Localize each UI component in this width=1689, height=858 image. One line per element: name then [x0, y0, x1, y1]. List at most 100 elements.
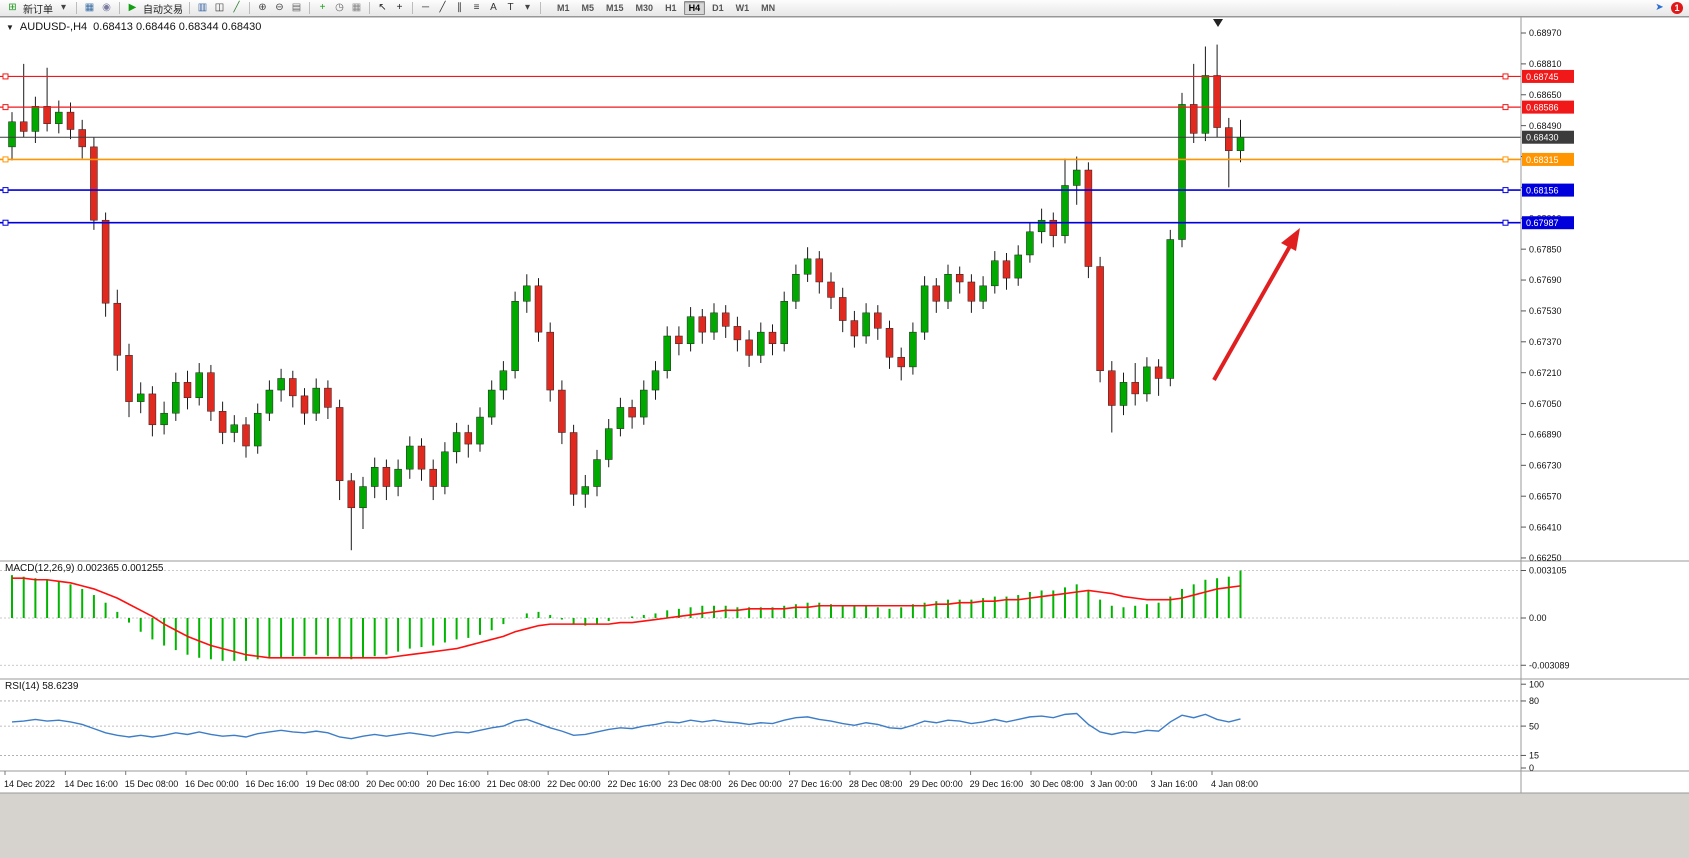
chart-window-icon[interactable]: ▦ — [84, 2, 95, 13]
price-label-box — [1522, 152, 1574, 166]
profile-icon[interactable]: ◉ — [102, 2, 111, 13]
timeframe-m15[interactable]: M15 — [606, 3, 624, 13]
candle — [464, 432, 473, 445]
autotrading-icon[interactable]: ▶ — [128, 2, 137, 13]
line-handle[interactable] — [1502, 73, 1509, 80]
candle — [218, 411, 227, 433]
crosshair-icon[interactable]: + — [396, 2, 403, 13]
collapse-triangle-icon[interactable]: ▼ — [6, 22, 14, 32]
zoom-in-icon[interactable]: ⊕ — [258, 2, 267, 13]
price-label-box — [1522, 100, 1574, 114]
new-order-icon[interactable]: ⊞ — [8, 2, 17, 13]
candle — [1061, 185, 1069, 236]
price-tick-label: 0.67690 — [1529, 275, 1562, 285]
candle — [593, 459, 601, 487]
line-handle[interactable] — [2, 73, 9, 80]
calendar-icon[interactable]: ▦ — [351, 2, 362, 13]
trendline-tool-icon[interactable]: ╱ — [439, 2, 446, 13]
price-tick-label: 0.67370 — [1529, 337, 1562, 347]
line-handle[interactable] — [1502, 219, 1509, 226]
time-axis-label: 16 Dec 16:00 — [245, 779, 299, 789]
candle — [43, 106, 51, 124]
timeframe-h1[interactable]: H1 — [665, 3, 677, 13]
bar-chart-icon[interactable]: ▥ — [197, 2, 208, 13]
timeframe-mn[interactable]: MN — [761, 3, 776, 13]
candle — [230, 424, 239, 433]
pointer-icon[interactable]: ➤ — [1655, 2, 1664, 13]
candle — [499, 370, 508, 391]
candle — [885, 328, 894, 358]
candle — [511, 301, 519, 371]
price-tick-label: 0.68490 — [1529, 121, 1562, 131]
candle — [733, 326, 742, 341]
time-axis-label: 23 Dec 08:00 — [668, 779, 722, 789]
line-handle[interactable] — [2, 104, 9, 111]
rsi-tick-label: 15 — [1529, 751, 1539, 761]
candle — [136, 393, 145, 402]
line-handle[interactable] — [1502, 187, 1509, 194]
rsi-header: RSI(14) 58.6239 — [5, 681, 78, 692]
timeframe-d1[interactable]: D1 — [712, 3, 724, 13]
channel-tool-icon[interactable]: ∥ — [457, 2, 462, 13]
candle — [1026, 231, 1034, 256]
hline-tool-icon[interactable]: ─ — [421, 2, 430, 13]
line-handle[interactable] — [2, 219, 9, 226]
fibonacci-tool-icon[interactable]: ≡ — [473, 2, 480, 13]
time-axis-label: 20 Dec 16:00 — [426, 779, 480, 789]
candle-chart-icon[interactable]: ◫ — [214, 2, 225, 13]
timeframe-m1[interactable]: M1 — [557, 3, 570, 13]
candle — [686, 316, 695, 344]
macd-header-label: MACD(12,26,9) 0.002365 0.001255 — [5, 563, 164, 574]
time-axis-label: 22 Dec 00:00 — [547, 779, 601, 789]
candle — [803, 258, 812, 275]
indicator-add-icon[interactable]: + — [319, 2, 326, 13]
candle — [148, 393, 157, 426]
rsi-tick-label: 0 — [1529, 763, 1534, 773]
trend-arrow[interactable] — [1212, 245, 1292, 381]
timeframe-m30[interactable]: M30 — [635, 3, 654, 13]
candle — [452, 432, 461, 453]
candle — [604, 428, 613, 460]
cursor-icon[interactable]: ↖ — [378, 2, 387, 13]
label-tool-icon[interactable]: T — [507, 2, 514, 13]
macd-tick-label: -0.003089 — [1529, 660, 1570, 670]
time-axis-label: 4 Jan 08:00 — [1211, 779, 1258, 789]
candle — [1131, 382, 1139, 395]
line-chart-icon[interactable]: ╱ — [233, 2, 240, 13]
line-handle[interactable] — [2, 187, 9, 194]
time-axis-label: 20 Dec 00:00 — [366, 779, 420, 789]
candle — [698, 316, 707, 333]
shapes-caret-icon[interactable]: ▾ — [524, 2, 531, 13]
line-handle[interactable] — [2, 156, 9, 163]
candle — [710, 312, 718, 333]
line-handle[interactable] — [1502, 156, 1509, 163]
time-axis-label: 14 Dec 2022 — [4, 779, 55, 789]
candle — [1084, 169, 1093, 267]
candle — [8, 121, 16, 148]
candle — [1236, 136, 1245, 151]
clock-icon[interactable]: ◷ — [335, 2, 344, 13]
zoom-out-icon[interactable]: ⊖ — [275, 2, 284, 13]
tile-windows-icon[interactable]: ▤ — [291, 2, 302, 13]
time-axis-label: 14 Dec 16:00 — [64, 779, 118, 789]
line-handle[interactable] — [1502, 104, 1509, 111]
timeframe-w1[interactable]: W1 — [735, 3, 750, 13]
price-label-box — [1522, 216, 1574, 230]
rsi-tick-label: 50 — [1529, 721, 1539, 731]
timeframe-h4[interactable]: H4 — [683, 1, 706, 15]
new-order-caret-icon[interactable]: ▾ — [60, 2, 67, 13]
candle — [1166, 239, 1175, 379]
candle — [546, 331, 554, 391]
price-label-box — [1522, 69, 1574, 83]
text-tool-icon[interactable]: A — [490, 2, 497, 13]
trend-arrow-head[interactable] — [1281, 228, 1300, 251]
candle — [429, 468, 437, 487]
candle — [1178, 104, 1186, 240]
notification-badge[interactable]: 1 — [1671, 2, 1683, 14]
candle — [1049, 219, 1058, 236]
candle — [183, 382, 192, 399]
timeframe-m5[interactable]: M5 — [581, 3, 595, 13]
candle — [523, 285, 531, 302]
candle — [1213, 75, 1221, 128]
